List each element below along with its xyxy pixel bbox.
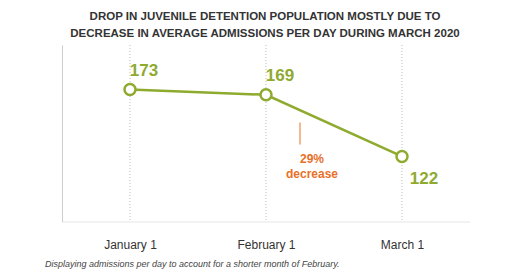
marker [397,151,408,162]
x-tick-label: February 1 [237,238,295,252]
data-label: 122 [410,169,438,188]
x-tick: February 1 [237,222,295,252]
x-axis-line [62,222,470,223]
marker [125,84,136,95]
line [130,90,402,157]
caption: Displaying admissions per day to account… [45,259,339,269]
x-axis: January 1 February 1 March 1 [62,222,470,252]
title-line: DECREASE IN AVERAGE ADMISSIONS PER DAY D… [70,27,459,39]
marker [261,89,272,100]
annotation-line-text: decrease [286,167,338,181]
data-labels: 173 169 122 [130,61,438,189]
title-line: DROP IN JUVENILE DETENTION POPULATION MO… [90,10,441,22]
x-tick: March 1 [381,222,425,252]
annotation-line-text: 29% [300,152,324,166]
chart: DROP IN JUVENILE DETENTION POPULATION MO… [0,0,530,277]
data-label: 169 [266,66,294,85]
plot: January 1 February 1 March 1 173 169 122 29%de… [62,45,470,252]
x-tick-label: January 1 [104,238,157,252]
series [125,84,408,162]
grid-line [402,45,403,222]
x-tick: January 1 [104,222,157,252]
y-axis-line [62,46,63,223]
y-axis [62,46,63,223]
data-label: 173 [130,61,158,80]
title: DROP IN JUVENILE DETENTION POPULATION MO… [70,10,459,39]
annotation-line [300,123,301,145]
x-tick-label: March 1 [381,238,425,252]
grid [130,45,402,222]
annotation: 29%decrease [286,152,338,181]
